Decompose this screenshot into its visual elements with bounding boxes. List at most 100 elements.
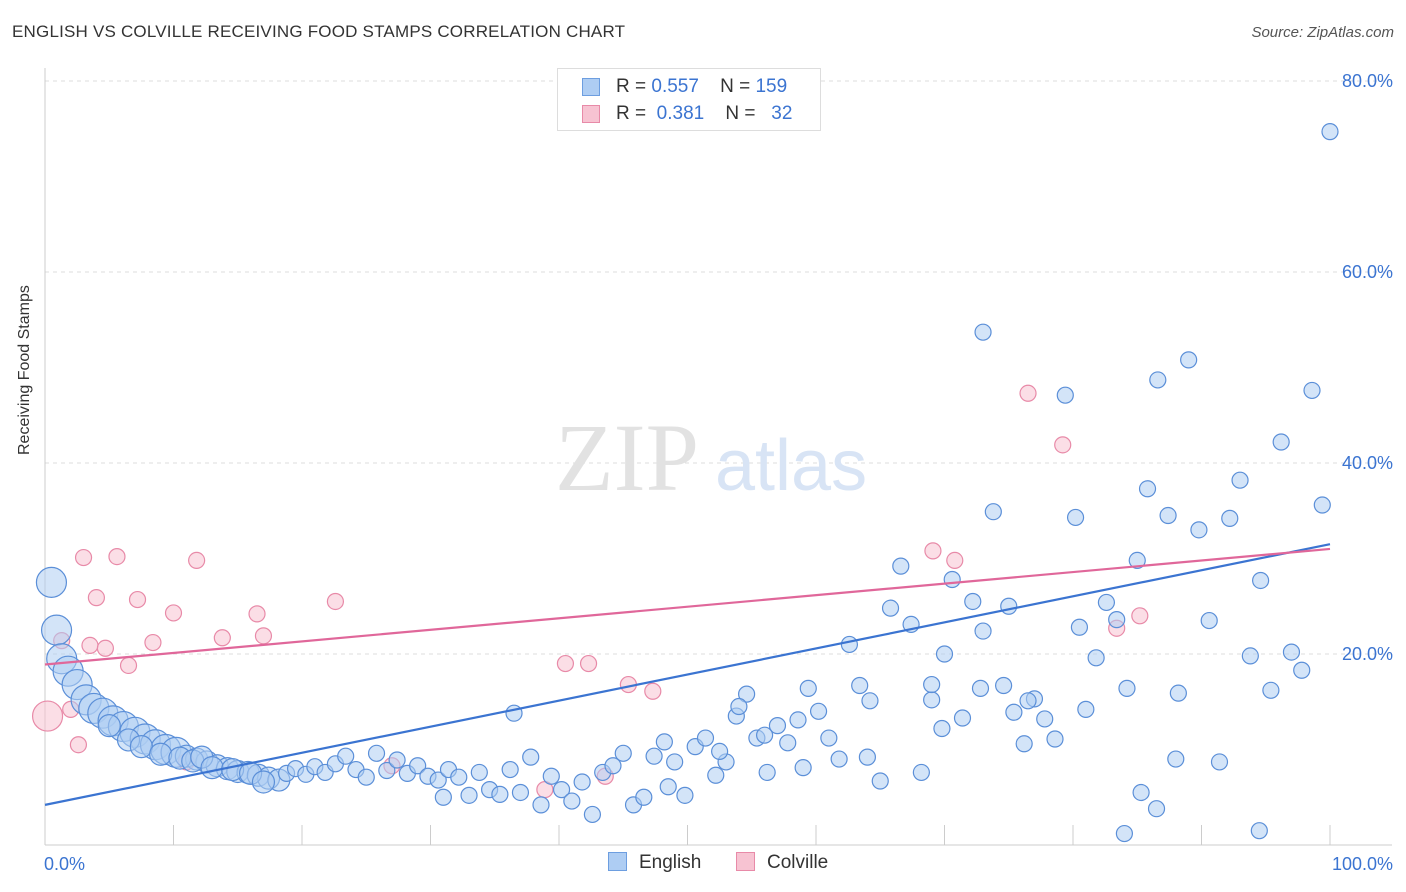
english-point-89 bbox=[820, 729, 838, 747]
english-point-1 bbox=[40, 614, 73, 646]
axes bbox=[44, 68, 1392, 846]
english-point-65 bbox=[573, 773, 591, 791]
y-tick-label-40: 40.0% bbox=[1342, 453, 1393, 473]
english-point-85 bbox=[779, 734, 797, 752]
colville-trend-line bbox=[44, 547, 1331, 666]
english-point-0 bbox=[35, 566, 68, 598]
english-point-44 bbox=[357, 768, 375, 786]
english-point-151 bbox=[794, 759, 812, 777]
english-point-119 bbox=[1128, 551, 1146, 570]
english-point-35 bbox=[251, 770, 276, 794]
colville-point-9 bbox=[119, 656, 138, 675]
english-point-63 bbox=[552, 781, 571, 799]
english-point-106 bbox=[995, 676, 1013, 695]
english-point-98 bbox=[912, 763, 930, 782]
english-point-103 bbox=[964, 592, 982, 611]
english-point-83 bbox=[758, 763, 776, 782]
english-point-131 bbox=[1252, 571, 1270, 590]
colville-point-10 bbox=[128, 590, 147, 609]
english-point-135 bbox=[1293, 661, 1311, 679]
legend-colville-label: Colville bbox=[767, 852, 829, 873]
english-point-59 bbox=[511, 783, 530, 802]
english-point-53 bbox=[450, 768, 468, 786]
english-point-138 bbox=[1321, 123, 1339, 141]
english-point-73 bbox=[655, 733, 673, 751]
english-point-156 bbox=[1167, 750, 1185, 768]
english-point-158 bbox=[935, 645, 954, 663]
legend-colville-r-value: 0.381 bbox=[656, 103, 705, 124]
english-point-28 bbox=[149, 742, 173, 766]
english-point-88 bbox=[809, 702, 828, 720]
english-point-93 bbox=[861, 692, 879, 710]
colville-point-15 bbox=[213, 629, 231, 647]
english-point-91 bbox=[840, 635, 859, 654]
english-point-111 bbox=[1046, 730, 1064, 748]
english-point-61 bbox=[532, 796, 550, 814]
english-point-69 bbox=[614, 744, 632, 762]
english-point-128 bbox=[1221, 509, 1239, 527]
colville-point-25 bbox=[946, 551, 964, 570]
colville-point-7 bbox=[96, 639, 114, 657]
english-point-116 bbox=[1097, 593, 1116, 612]
legend-english[interactable]: English bbox=[608, 852, 701, 874]
legend-english-r-label: R = bbox=[616, 76, 647, 97]
english-point-141 bbox=[974, 323, 992, 341]
english-point-108 bbox=[1015, 735, 1033, 753]
english-point-58 bbox=[501, 760, 519, 779]
english-point-64 bbox=[563, 792, 581, 810]
legend-colville-n-value: 32 bbox=[771, 103, 793, 124]
tick-labels: 20.0% 40.0% 60.0% 80.0% 0.0% 100.0% bbox=[44, 71, 1393, 874]
legend-colville[interactable]: Colville bbox=[736, 852, 828, 874]
colville-point-5 bbox=[81, 636, 99, 655]
colville-point-6 bbox=[87, 589, 106, 607]
legend-english-r-value: 0.557 bbox=[651, 76, 699, 97]
english-point-84 bbox=[768, 717, 787, 735]
english-point-126 bbox=[1200, 611, 1218, 630]
english-point-87 bbox=[799, 679, 817, 697]
english-point-154 bbox=[923, 675, 941, 694]
english-point-155 bbox=[1070, 618, 1089, 636]
english-point-113 bbox=[1066, 508, 1085, 527]
english-point-47 bbox=[388, 751, 406, 769]
english-point-123 bbox=[1169, 684, 1187, 702]
english-point-147 bbox=[730, 697, 748, 716]
correlation-legend: R = 0.557 N = 159 R = 0.381 N = 32 bbox=[557, 68, 821, 131]
watermark-zip: ZIP bbox=[555, 404, 699, 511]
english-point-74 bbox=[666, 753, 684, 771]
colville-point-29 bbox=[1131, 607, 1149, 625]
english-point-121 bbox=[1149, 371, 1167, 389]
english-point-99 bbox=[923, 691, 941, 709]
legend-colville-swatch bbox=[736, 852, 755, 871]
english-point-110 bbox=[1036, 710, 1054, 728]
english-point-107 bbox=[1005, 703, 1023, 721]
colville-point-24 bbox=[924, 542, 942, 560]
english-point-66 bbox=[583, 805, 602, 824]
english-point-75 bbox=[676, 786, 694, 804]
english-point-137 bbox=[1313, 496, 1331, 514]
colville-point-16 bbox=[248, 605, 266, 623]
english-point-153 bbox=[755, 726, 774, 744]
english-point-77 bbox=[696, 729, 715, 747]
english-point-120 bbox=[1138, 480, 1157, 498]
english-point-78 bbox=[707, 766, 725, 784]
english-point-101 bbox=[943, 570, 961, 589]
english-point-148 bbox=[434, 788, 452, 806]
english-point-102 bbox=[953, 709, 972, 727]
english-point-129 bbox=[1231, 471, 1249, 489]
english-point-114 bbox=[1077, 700, 1095, 718]
english-point-51 bbox=[429, 771, 447, 789]
legend-row-colville: R = 0.381 N = 32 bbox=[582, 102, 792, 126]
colville-point-21 bbox=[644, 682, 662, 700]
english-point-68 bbox=[604, 757, 622, 775]
english-point-95 bbox=[881, 599, 900, 617]
legend-colville-r-label: R = bbox=[616, 103, 647, 124]
english-point-139 bbox=[1132, 783, 1150, 802]
english-point-55 bbox=[470, 763, 488, 782]
english-point-54 bbox=[460, 786, 478, 804]
legend-english-n-label: N = bbox=[720, 76, 751, 97]
colville-point-14 bbox=[188, 551, 206, 570]
english-point-149 bbox=[659, 778, 677, 796]
trend-lines bbox=[44, 543, 1331, 806]
english-point-142 bbox=[1115, 824, 1134, 843]
grid-lines bbox=[45, 80, 1392, 655]
